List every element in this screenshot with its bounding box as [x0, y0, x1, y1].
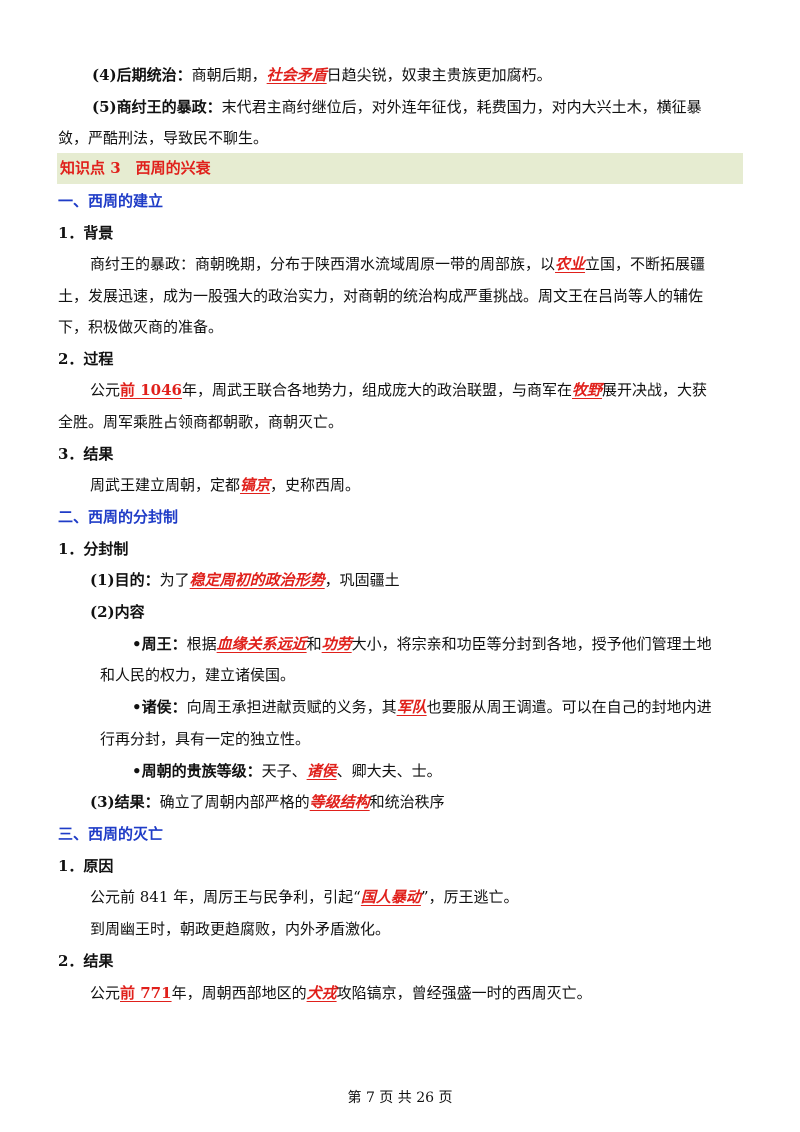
keyword: 犬戎 — [306, 984, 337, 1002]
text: ，巩固疆土 — [324, 571, 400, 589]
fall-result-line-1: 公元前 771年，周朝西部地区的犬戎攻陷镐京，曾经强盛一时的西周灭亡。 — [90, 982, 592, 1004]
text: 攻陷镐京，曾经强盛一时的西周灭亡。 — [336, 984, 592, 1002]
text: 商朝后期， — [191, 66, 267, 84]
subheading-cause: 1．原因 — [58, 857, 114, 875]
fief-lords-line-1: •诸侯：向周王承担进献贡赋的义务，其军队也要服从周王调遣。可以在自己的封地内进 — [132, 696, 712, 718]
text: 向周王承担进献贡赋的义务，其 — [186, 698, 397, 716]
text: 日趋尖锐，奴隶主贵族更加腐朽。 — [326, 66, 552, 84]
keyword: 诸侯 — [306, 762, 337, 780]
section-heading-1: 一、西周的建立 — [58, 192, 164, 210]
text: 和 — [306, 635, 322, 653]
text: 公元 — [90, 381, 121, 399]
text: 公元 — [90, 984, 121, 1002]
text: 为了 — [159, 571, 190, 589]
keyword: 社会矛盾 — [266, 66, 327, 84]
fief-purpose: (1)目的：为了稳定周初的政治形势，巩固疆土 — [90, 569, 400, 591]
cause-line-1: 公元前 841 年，周厉王与民争利，引起“国人暴动”，厉王逃亡。 — [90, 886, 519, 908]
text: ”，厉王逃亡。 — [420, 888, 519, 906]
text: 敛，严酷刑法，导致民不聊生。 — [58, 129, 269, 147]
text: 周武王建立周朝，定都 — [90, 476, 241, 494]
keyword: 镐京 — [240, 476, 271, 494]
text: 立国，不断拓展疆 — [585, 255, 706, 273]
keyword: 国人暴动 — [360, 888, 421, 906]
text: 、卿大夫、士。 — [336, 762, 442, 780]
fief-lords-line-2: 行再分封，具有一定的独立性。 — [100, 730, 311, 748]
text: 商纣王的暴政：商朝晚期，分布于陕西渭水流域周原一带的周部族，以 — [90, 255, 556, 273]
fief-content-label: (2)内容 — [90, 603, 145, 621]
label: •诸侯： — [132, 698, 187, 716]
background-line-1: 商纣王的暴政：商朝晚期，分布于陕西渭水流域周原一带的周部族，以农业立国，不断拓展… — [90, 253, 705, 275]
keyword: 前 771 — [120, 984, 172, 1002]
page-number: 第 7 页 共 26 页 — [347, 1090, 453, 1106]
label: (1)目的： — [90, 571, 160, 589]
process-line-2: 全胜。周军乘胜占领商都朝歌，商朝灭亡。 — [58, 413, 344, 431]
label: (3)结果： — [90, 793, 160, 811]
text: 大小，将宗亲和功臣等分封到各地，授予他们管理土地 — [351, 635, 712, 653]
keyword: 军队 — [396, 698, 427, 716]
keyword: 功劳 — [321, 635, 352, 653]
text: 年，周武王联合各地势力，组成庞大的政治联盟，与商军在 — [182, 381, 573, 399]
fief-ranks: •周朝的贵族等级：天子、诸侯、卿大夫、士。 — [132, 760, 442, 782]
keyword: 农业 — [555, 255, 586, 273]
text: 天子、 — [261, 762, 307, 780]
subheading-process: 2．过程 — [58, 350, 114, 368]
text: 展开决战，大获 — [602, 381, 708, 399]
keyword: 等级结构 — [309, 793, 370, 811]
text: ，史称西周。 — [270, 476, 361, 494]
section-banner — [57, 153, 743, 184]
fief-king-line-2: 和人民的权力，建立诸侯国。 — [100, 666, 296, 684]
paragraph-later-rule: (4)后期统治：商朝后期，社会矛盾日趋尖锐，奴隶主贵族更加腐朽。 — [92, 64, 552, 86]
label: (5)商纣王的暴政： — [92, 98, 222, 116]
text: 也要服从周王调遣。可以在自己的封地内进 — [426, 698, 712, 716]
paragraph-tyranny: (5)商纣王的暴政：末代君主商纣继位后，对外连年征伐，耗费国力，对内大兴土木，横… — [92, 96, 702, 118]
keyword: 前 1046 — [120, 381, 182, 399]
keyword: 牧野 — [572, 381, 603, 399]
cause-line-2: 到周幽王时，朝政更趋腐败，内外矛盾激化。 — [90, 920, 391, 938]
text: 和统治秩序 — [369, 793, 445, 811]
text: 年，周朝西部地区的 — [171, 984, 307, 1002]
result-line-1: 周武王建立周朝，定都镐京，史称西周。 — [90, 474, 360, 496]
text: 末代君主商纣继位后，对外连年征伐，耗费国力，对内大兴土木，横征暴 — [221, 98, 702, 116]
subheading-fief-system: 1．分封制 — [58, 540, 129, 558]
background-line-2: 土，发展迅速，成为一股强大的政治实力，对商朝的统治构成严重挑战。周文王在吕尚等人… — [58, 287, 704, 305]
label: •周朝的贵族等级： — [132, 762, 262, 780]
subheading-result: 3．结果 — [58, 445, 114, 463]
text: 确立了周朝内部严格的 — [159, 793, 310, 811]
process-line-1: 公元前 1046年，周武王联合各地势力，组成庞大的政治联盟，与商军在牧野展开决战… — [90, 379, 707, 401]
section-heading-3: 三、西周的灭亡 — [58, 825, 164, 843]
keyword: 血缘关系远近 — [216, 635, 307, 653]
label: (4)后期统治： — [92, 66, 192, 84]
fief-king-line-1: •周王：根据血缘关系远近和功劳大小，将宗亲和功臣等分封到各地，授予他们管理土地 — [132, 633, 712, 655]
label: •周王： — [132, 635, 187, 653]
section-heading-2: 二、西周的分封制 — [58, 508, 179, 526]
subheading-fall-result: 2．结果 — [58, 952, 114, 970]
paragraph-tyranny-cont: 敛，严酷刑法，导致民不聊生。 — [58, 127, 268, 149]
keyword: 稳定周初的政治形势 — [189, 571, 325, 589]
text: 根据 — [186, 635, 217, 653]
text: 公元前 841 年，周厉王与民争利，引起“ — [90, 888, 361, 906]
subheading-background: 1．背景 — [58, 224, 114, 242]
fief-result: (3)结果：确立了周朝内部严格的等级结构和统治秩序 — [90, 791, 445, 813]
background-line-3: 下，积极做灭商的准备。 — [58, 318, 224, 336]
banner-title: 知识点 3 西周的兴衰 — [60, 159, 211, 177]
